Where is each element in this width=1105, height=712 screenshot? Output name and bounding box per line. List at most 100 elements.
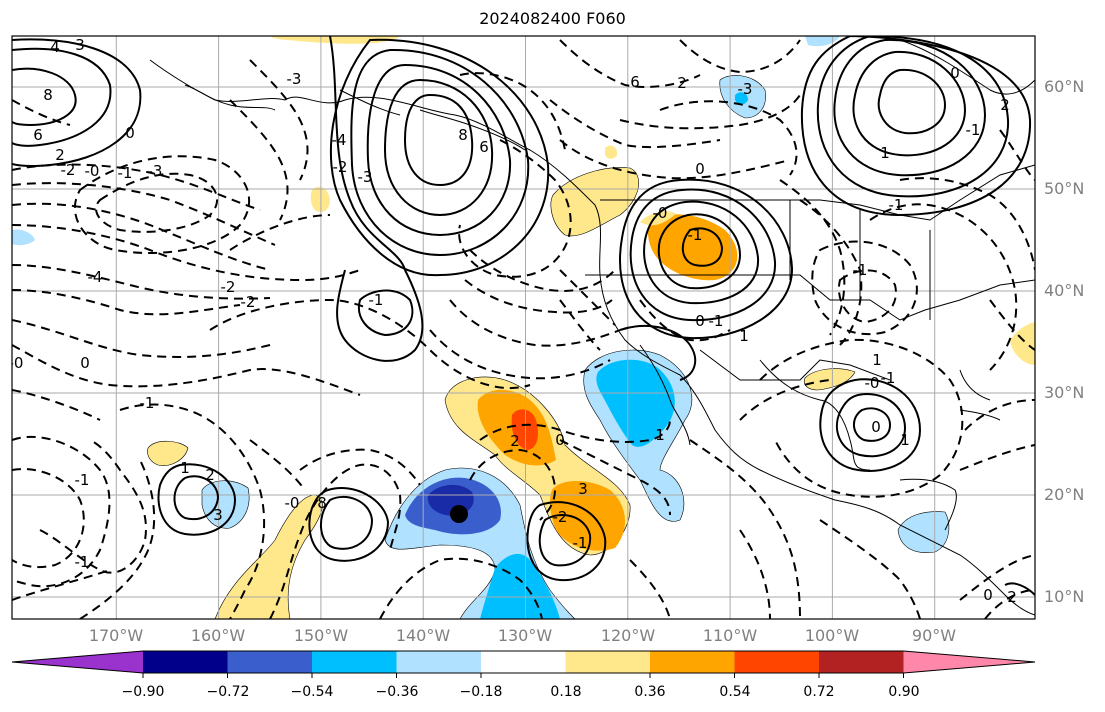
contour-label: -0	[285, 494, 300, 512]
colorbar-band	[481, 651, 566, 673]
contour-label: 1	[655, 426, 665, 444]
contour-label: -1	[688, 226, 703, 244]
lon-label: 170°W	[88, 626, 144, 645]
contour-label: 1	[872, 351, 882, 369]
lon-label: 140°W	[395, 626, 451, 645]
contour-label: 0	[695, 312, 705, 330]
shade-negative	[805, 36, 840, 47]
contour-label: 6	[33, 126, 43, 144]
colorbar	[11, 650, 1036, 678]
contour-label: -2	[61, 161, 76, 179]
colorbar-band	[819, 651, 904, 673]
lon-label: 110°W	[702, 626, 758, 645]
lon-label: 90°W	[911, 626, 957, 645]
colorbar-extend-high	[903, 651, 1035, 673]
lon-label: 150°W	[293, 626, 349, 645]
colorbar-band	[565, 651, 651, 673]
contour-label: 0	[555, 431, 565, 449]
shade-positive	[803, 368, 856, 391]
colorbar-tick-label: 0.90	[888, 684, 920, 700]
contour-label: -3	[738, 80, 753, 98]
lat-label: 20°N	[1044, 485, 1085, 504]
contour-label: -2	[241, 293, 256, 311]
lat-label: 30°N	[1044, 383, 1085, 402]
map-frame	[11, 35, 1036, 620]
contour-label: 3	[213, 506, 223, 524]
shade-positive	[147, 440, 189, 466]
contour-label: -1	[966, 121, 981, 139]
contour-label: 3	[578, 480, 588, 498]
contour-label: 2	[677, 74, 687, 92]
contour-label: 0	[950, 64, 960, 82]
colorbar-band	[396, 651, 482, 673]
shade-positive	[550, 167, 639, 237]
contour-label: 0	[871, 418, 881, 436]
shade-negative	[605, 145, 618, 159]
contour-label: -3	[287, 70, 302, 88]
shade-negative	[596, 359, 675, 447]
solid-contours	[12, 36, 1035, 596]
shade-negative	[897, 511, 950, 553]
shade-negative	[201, 480, 250, 529]
contour-label: 1	[900, 431, 910, 449]
colorbar-band	[734, 651, 820, 673]
shade-positive	[1010, 322, 1035, 365]
contour-label: -4	[88, 268, 103, 286]
colorbar-tick-label: −0.54	[290, 684, 334, 700]
colorbar-band	[312, 651, 397, 673]
colorbar-tick-label: 0.54	[719, 684, 751, 700]
contour-label: -0	[9, 354, 24, 372]
map-title: 2024082400 F060	[479, 9, 626, 28]
contour-label: 1	[180, 459, 190, 477]
contour-label: -1	[140, 394, 155, 412]
shade-positive	[647, 214, 738, 281]
lat-label: 10°N	[1044, 587, 1085, 606]
contour-label: -1	[75, 471, 90, 489]
contour-label: 8	[458, 126, 468, 144]
contour-label: -1	[709, 312, 724, 330]
contour-label: -3	[148, 162, 163, 180]
lon-label: 130°W	[497, 626, 553, 645]
colorbar-tick-label: 0.72	[803, 684, 835, 700]
lon-label: 120°W	[600, 626, 656, 645]
shade-negative	[12, 229, 35, 246]
contour-label: 1	[880, 144, 890, 162]
colorbar-band	[227, 651, 313, 673]
colorbar-tick-label: −0.18	[459, 684, 503, 700]
contour-label: 8	[43, 86, 53, 104]
colorbar-tick-label: 0.18	[550, 684, 582, 700]
dashed-contours	[12, 39, 1035, 619]
contour-label: 2	[1007, 588, 1017, 606]
contour-label: -1	[369, 291, 384, 309]
contour-label: -4	[332, 131, 347, 149]
contour-label: -2	[333, 158, 348, 176]
colorbar-band	[650, 651, 735, 673]
contour-label: 0	[80, 354, 90, 372]
contour-label: 0	[983, 586, 993, 604]
lat-label: 60°N	[1044, 77, 1085, 96]
contour-label: 6	[630, 73, 640, 91]
colorbar-tick-label: −0.72	[206, 684, 250, 700]
contour-label: 4	[50, 38, 60, 56]
shade-negative	[480, 553, 560, 619]
lat-label: 50°N	[1044, 179, 1085, 198]
colorbar-tick-label: −0.36	[375, 684, 419, 700]
shade-positive	[640, 211, 676, 226]
colorbar-band	[143, 651, 228, 673]
contour-label: -2	[553, 508, 568, 526]
lat-label: 40°N	[1044, 281, 1085, 300]
contour-label: -0	[653, 204, 668, 222]
contour-label: 1	[739, 327, 749, 345]
contour-label: -1	[573, 534, 588, 552]
contour-label: 2	[1000, 96, 1010, 114]
contour-label: 2	[205, 466, 215, 484]
contour-label: 3	[75, 36, 85, 54]
contour-label: -1	[853, 261, 868, 279]
contour-label: -0	[865, 374, 880, 392]
contour-label: -1	[881, 369, 896, 387]
contour-label: 2	[510, 432, 520, 450]
contour-label: -2	[221, 278, 236, 296]
contour-label: 0	[125, 124, 135, 142]
